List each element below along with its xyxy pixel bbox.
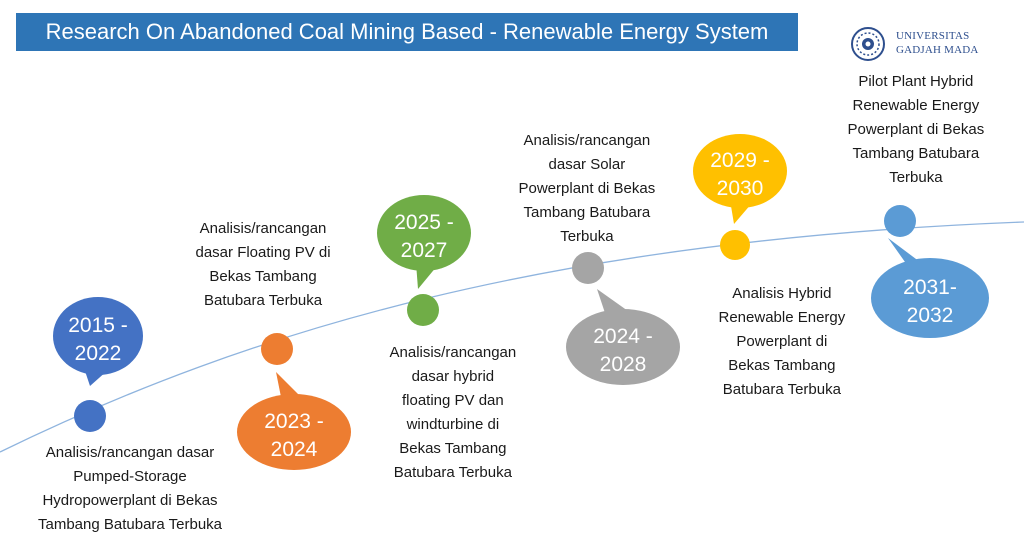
period-label-start: 2025 - [394, 211, 454, 234]
description-line: Analisis Hybrid [732, 285, 832, 302]
description-line: dasar Floating PV di [195, 244, 331, 261]
description-line: Powerplant di [736, 333, 828, 350]
description-line: Analisis/rancangan [199, 220, 327, 237]
description-line: Analisis/rancangan dasar [45, 444, 215, 461]
timeline-dot [720, 230, 750, 260]
period-bubble [53, 297, 143, 375]
period-label-start: 2023 - [264, 410, 324, 433]
milestone-description: Pilot Plant Hybrid Renewable Energy Powerp… [848, 70, 985, 190]
milestone-m2: 2023 - 2024 [237, 333, 351, 470]
description-line: Bekas Tambang [209, 268, 317, 285]
period-bubble [693, 134, 787, 208]
milestone-m6: 2031- 2032 [871, 205, 989, 338]
description-line: Terbuka [889, 169, 943, 186]
description-line: Tambang Batubara [523, 204, 651, 221]
description-line: Renewable Energy [718, 309, 846, 326]
description-line: Batubara Terbuka [393, 464, 512, 481]
timeline-dot [572, 252, 604, 284]
gadjah-mada-emblem-icon [851, 27, 885, 61]
period-label-end: 2030 [717, 177, 764, 200]
milestone-description: Analisis/rancangan dasar Solar Powerplant … [519, 129, 656, 249]
period-bubble [566, 309, 680, 385]
period-label-end: 2028 [600, 353, 647, 376]
period-label-start: 2015 - [68, 314, 128, 337]
description-line: Batubara Terbuka [722, 381, 841, 398]
logo-line-2: GADJAH MADA [896, 44, 979, 56]
period-label-end: 2032 [907, 304, 954, 327]
period-bubble [237, 394, 351, 470]
description-line: dasar Solar [548, 156, 626, 173]
timeline-dot [884, 205, 916, 237]
description-line: dasar hybrid [411, 368, 495, 385]
milestone-m5: 2029 - 2030 [693, 134, 787, 260]
description-line: Powerplant di Bekas [847, 121, 985, 138]
description-line: Pumped-Storage [73, 468, 187, 485]
milestone-m4: 2024 - 2028 [566, 252, 680, 385]
milestone-description: Analisis/rancangan dasar hybrid floating P… [390, 341, 517, 485]
milestone-description: Analisis/rancangan dasar Pumped-Storage Hy… [38, 441, 222, 537]
page-title: Research On Abandoned Coal Mining Based … [16, 13, 798, 51]
university-logo: UNIVERSITAS GADJAH MADA [850, 26, 1010, 62]
description-line: Analisis/rancangan [389, 344, 517, 361]
period-label-end: 2024 [271, 438, 318, 461]
description-line: Batubara Terbuka [203, 292, 323, 309]
timeline-dot [261, 333, 293, 365]
period-label-start: 2031- [903, 276, 957, 299]
milestone-description: Analisis Hybrid Renewable Energy Powerplan… [719, 282, 846, 402]
period-label-start: 2024 - [593, 325, 653, 348]
period-label-end: 2022 [75, 342, 122, 365]
milestone-m3: 2025 - 2027 [377, 195, 471, 326]
description-line: Powerplant di Bekas [518, 180, 656, 197]
description-line: Terbuka [560, 228, 614, 245]
period-bubble-tail [888, 238, 920, 262]
description-line: Pilot Plant Hybrid [858, 73, 974, 90]
milestone-description: Analisis/rancangan dasar Floating PV di Be… [196, 217, 331, 313]
description-line: Tambang Batubara [852, 145, 980, 162]
milestone-layer: 2015 - 2022 2023 - 2024 2025 - 2027 2024 - 2028… [53, 134, 989, 470]
description-line: Tambang Batubara Terbuka [38, 516, 223, 533]
description-line: Bekas Tambang [728, 357, 836, 374]
description-line: Analisis/rancangan [523, 132, 651, 149]
period-label-end: 2027 [401, 239, 448, 262]
logo-text: UNIVERSITAS GADJAH MADA [896, 29, 979, 57]
description-line: windturbine di [406, 416, 500, 433]
logo-line-1: UNIVERSITAS [896, 30, 970, 42]
period-bubble [871, 258, 989, 338]
milestone-m1: 2015 - 2022 [53, 297, 143, 432]
description-line: Renewable Energy [852, 97, 980, 114]
description-line: Bekas Tambang [399, 440, 507, 457]
period-bubble [377, 195, 471, 271]
period-label-start: 2029 - [710, 149, 770, 172]
timeline-dot [407, 294, 439, 326]
timeline-dot [74, 400, 106, 432]
description-line: floating PV dan [402, 392, 504, 409]
description-line: Hydropowerplant di Bekas [42, 492, 218, 509]
